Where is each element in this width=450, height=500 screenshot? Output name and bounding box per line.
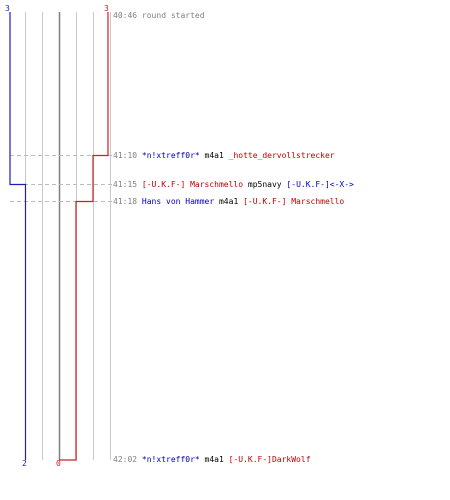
log-event-text: round started: [141, 11, 205, 20]
log-killer: *n!xtreff0r*: [141, 455, 200, 464]
red-start-count: 3: [104, 4, 109, 13]
log-row-round-start: 40:46 round started: [113, 11, 205, 21]
log-victim: [-U.K.F-]DarkWolf: [228, 455, 311, 464]
red-team-count-line: [59, 12, 109, 461]
blue-team-count-line: [9, 12, 27, 460]
log-time: 40:46: [113, 11, 138, 20]
log-killer: [-U.K.F-] Marschmello: [141, 180, 244, 189]
log-row-kill: 41:10 *n!xtreff0r* m4a1 _hotte_dervollst…: [113, 151, 335, 161]
log-row-kill: 42:02 *n!xtreff0r* m4a1 [-U.K.F-]DarkWol…: [113, 455, 311, 465]
log-weapon: m4a1: [214, 197, 244, 206]
log-victim: [-U.K.F-] Marschmello: [243, 197, 345, 206]
log-weapon: m4a1: [199, 455, 229, 464]
log-time: 41:10: [113, 151, 138, 160]
log-weapon: mp5navy: [243, 180, 287, 189]
log-row-kill: 41:15 [-U.K.F-] Marschmello mp5navy [-U.…: [113, 180, 354, 190]
log-time: 41:18: [113, 197, 138, 206]
log-victim: _hotte_dervollstrecker: [228, 151, 335, 160]
log-killer: Hans von Hammer: [141, 197, 215, 206]
log-killer: *n!xtreff0r*: [141, 151, 200, 160]
log-time: 41:15: [113, 180, 138, 189]
log-victim: [-U.K.F-]<-X->: [286, 180, 354, 189]
red-end-count: 0: [56, 459, 61, 468]
log-row-kill: 41:18 Hans von Hammer m4a1 [-U.K.F-] Mar…: [113, 197, 344, 207]
log-weapon: m4a1: [199, 151, 229, 160]
blue-start-count: 3: [5, 4, 10, 13]
blue-end-count: 2: [22, 459, 27, 468]
log-time: 42:02: [113, 455, 138, 464]
